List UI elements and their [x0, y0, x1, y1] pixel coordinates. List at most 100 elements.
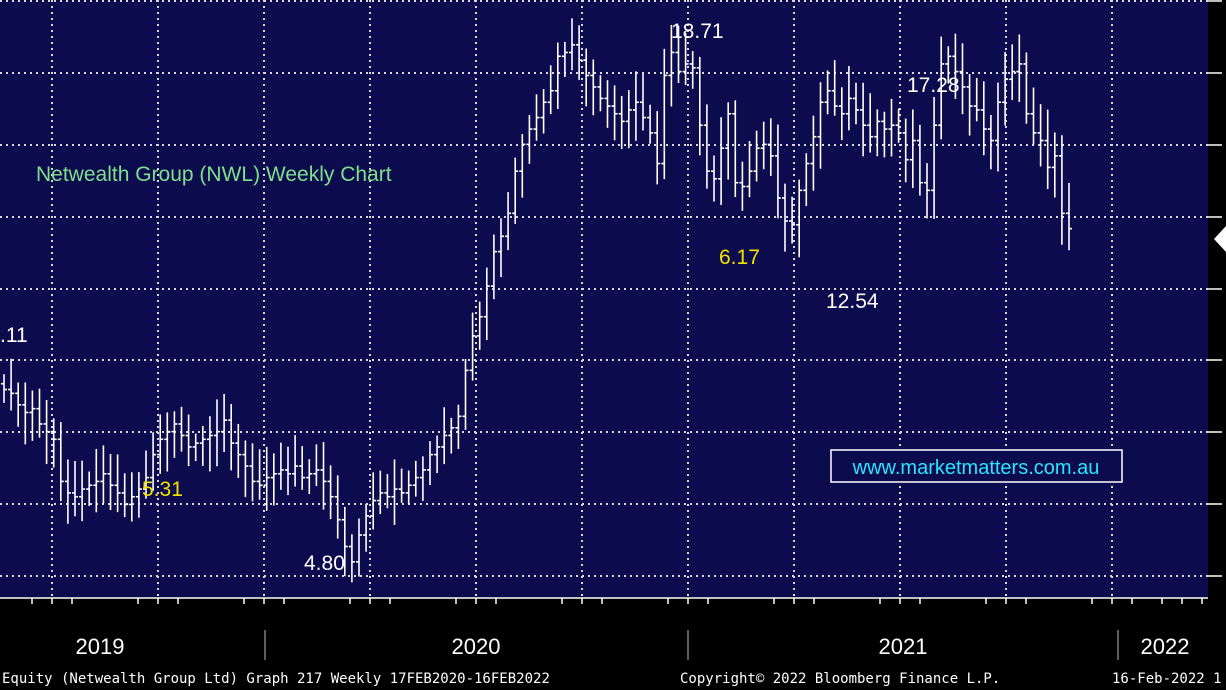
price-bar [412, 460, 419, 497]
price-bar [895, 108, 902, 143]
watermark-link[interactable]: www.marketmatters.com.au [852, 457, 1100, 479]
price-bar [632, 71, 639, 141]
price-bar [15, 382, 22, 427]
price-bar [597, 75, 604, 112]
price-bar [668, 24, 675, 107]
price-bar [952, 33, 959, 99]
price-bar [150, 432, 157, 491]
price-bar [767, 118, 774, 176]
year-label: 2019 [76, 634, 125, 659]
last-price-marker [1214, 226, 1226, 252]
price-bar [1051, 132, 1058, 198]
price-bar [590, 59, 597, 116]
plot-area [0, 0, 1208, 597]
price-bar [157, 414, 164, 474]
price-bar [824, 70, 831, 115]
price-bar [760, 121, 767, 170]
price-bar [483, 267, 490, 340]
price-bar [796, 179, 803, 258]
price-bar [36, 388, 43, 438]
price-bar [490, 234, 497, 300]
price-bar [192, 433, 199, 462]
footer-security-info: Equity (Netwealth Group Ltd) Graph 217 W… [2, 671, 550, 687]
price-bar [86, 471, 93, 507]
price-bar [746, 141, 753, 198]
price-bar [519, 134, 526, 198]
price-bar [377, 470, 384, 515]
price-bar [782, 183, 788, 252]
price-bar [881, 111, 888, 158]
price-bar [931, 96, 938, 219]
price-bar [363, 503, 370, 552]
price-bar [838, 87, 845, 141]
price-bar [995, 82, 1001, 172]
price-bar [1023, 52, 1030, 124]
price-bar [348, 534, 355, 583]
price-bar [455, 404, 462, 450]
price-bar [270, 453, 277, 506]
price-bar [845, 65, 852, 131]
price-bar [164, 412, 171, 472]
price-bar [22, 382, 29, 445]
price-bar [973, 77, 980, 122]
price-bar [405, 470, 412, 505]
price-bar [718, 117, 725, 205]
price-bar [72, 461, 78, 517]
price-bar [221, 393, 228, 453]
watermark-box[interactable] [830, 449, 1123, 483]
price-bar [987, 114, 994, 170]
price-bar [29, 390, 36, 441]
price-annotation: 17.28 [907, 74, 960, 97]
price-bar [498, 218, 504, 278]
price-annotation: .11 [0, 324, 28, 347]
price-bar [696, 56, 703, 156]
price-bar [909, 109, 916, 189]
price-bar [547, 65, 554, 114]
price-bar [256, 449, 263, 500]
price-bar [143, 450, 149, 499]
price-bar [476, 301, 483, 350]
price-bar [469, 312, 476, 381]
price-bar [285, 446, 291, 496]
price-bar [1044, 109, 1051, 189]
price-bar [853, 82, 859, 125]
price-bar [711, 155, 717, 202]
price-bar [171, 411, 178, 458]
price-bar [675, 25, 682, 83]
price-bar [1037, 104, 1044, 167]
price-bar [1009, 44, 1016, 100]
price-bar [43, 400, 50, 465]
price-bar [398, 468, 405, 503]
price-bar [774, 124, 781, 219]
price-bar [199, 425, 206, 466]
price-bar [540, 89, 547, 134]
price-bar [661, 48, 668, 180]
price-bar [462, 358, 469, 430]
price-bar [689, 51, 696, 89]
price-bar [647, 104, 654, 144]
price-bar [228, 403, 235, 471]
price-bar [57, 422, 64, 502]
price-bar [554, 42, 561, 109]
price-axis [1208, 0, 1226, 597]
price-bar [789, 196, 796, 244]
price-bar [306, 459, 313, 495]
price-bar [583, 48, 590, 107]
price-bar [242, 440, 249, 498]
price-bar [185, 414, 192, 467]
price-bar [434, 435, 441, 474]
price-bar [114, 454, 121, 513]
price-bar [93, 448, 100, 513]
price-bar [533, 94, 540, 141]
footer-copyright: Copyright© 2022 Bloomberg Finance L.P. [680, 671, 1000, 687]
price-bar [888, 98, 895, 157]
price-bar [1016, 34, 1023, 102]
price-axis-ticks [1208, 0, 1222, 577]
price-bar [370, 472, 377, 530]
price-bar [427, 441, 433, 486]
price-bar [810, 115, 817, 191]
price-bar [916, 124, 923, 196]
price-bar [966, 74, 973, 136]
price-bar [1058, 135, 1065, 245]
